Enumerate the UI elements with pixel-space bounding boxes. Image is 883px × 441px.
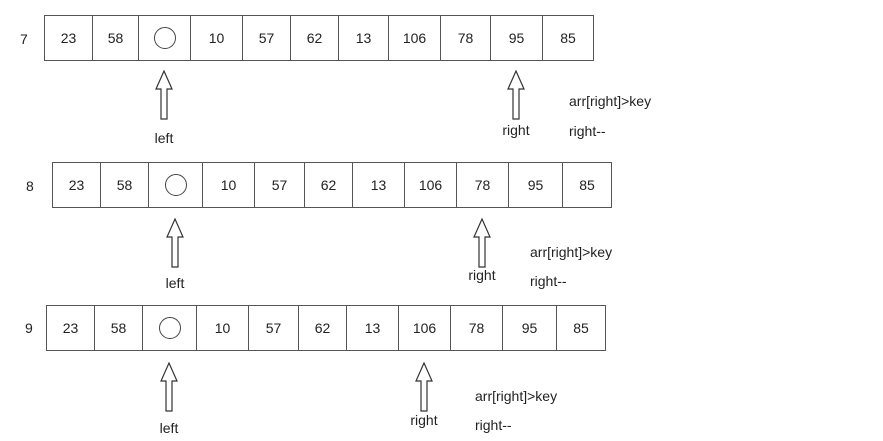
array-cell: 85 xyxy=(560,30,576,46)
action-note: right-- xyxy=(475,417,512,433)
array-cell: 85 xyxy=(579,177,595,193)
array-cell: 23 xyxy=(53,163,101,207)
array-cell: 23 xyxy=(45,16,93,60)
hole-circle-icon xyxy=(158,317,181,339)
array-cell: 13 xyxy=(347,306,399,350)
step-number: 9 xyxy=(25,320,33,336)
array-cell: 57 xyxy=(255,163,305,207)
array-cell: 62 xyxy=(299,306,347,350)
action-note: right-- xyxy=(569,123,606,139)
action-note: right-- xyxy=(530,273,567,289)
array-cell: 62 xyxy=(291,16,339,60)
right-pointer-arrow-icon xyxy=(415,362,433,412)
right-pointer-label: right xyxy=(468,267,496,283)
condition-note: arr[right]>key xyxy=(475,388,558,404)
array-cell: 57 xyxy=(243,16,291,60)
right-pointer-arrow-icon xyxy=(473,218,491,268)
array-cell: 58 xyxy=(95,306,143,350)
array-cell: 106 xyxy=(389,16,441,60)
left-pointer-arrow-icon xyxy=(155,70,173,120)
array-cell-hole xyxy=(143,306,197,350)
array-cell: 10 xyxy=(197,306,249,350)
array-cell-hole xyxy=(139,16,191,60)
array-cell: 10 xyxy=(191,16,243,60)
left-pointer-label: left xyxy=(165,275,185,291)
array-cell: 95 xyxy=(491,16,543,60)
array-cell: 95 xyxy=(503,306,557,350)
array-cell: 57 xyxy=(249,306,299,350)
array-cell: 78 xyxy=(441,16,491,60)
condition-note: arr[right]>key xyxy=(530,244,613,260)
array-cell: 85 xyxy=(573,320,589,336)
array-cell: 23 xyxy=(47,306,95,350)
left-pointer-arrow-icon xyxy=(166,218,184,268)
left-pointer-label: left xyxy=(154,130,174,146)
array-cell: 13 xyxy=(339,16,389,60)
hole-circle-icon xyxy=(153,27,176,49)
array-cell: 13 xyxy=(353,163,405,207)
right-pointer-label: right xyxy=(410,412,438,428)
array-cell: 62 xyxy=(305,163,353,207)
array-cell: 95 xyxy=(509,163,563,207)
step-number: 8 xyxy=(26,178,34,194)
array-cell: 78 xyxy=(457,163,509,207)
condition-note: arr[right]>key xyxy=(569,93,652,109)
array-row: 23 58 10 57 62 13 106 78 95 85 xyxy=(44,15,594,61)
array-cell: 58 xyxy=(101,163,149,207)
array-cell: 78 xyxy=(451,306,503,350)
left-pointer-arrow-icon xyxy=(160,362,178,412)
step-number: 7 xyxy=(20,31,28,47)
hole-circle-icon xyxy=(164,174,187,196)
left-pointer-label: left xyxy=(159,420,179,436)
right-pointer-label: right xyxy=(502,122,530,138)
array-row: 23 58 10 57 62 13 106 78 95 85 xyxy=(52,162,612,208)
array-cell: 106 xyxy=(405,163,457,207)
array-cell: 106 xyxy=(399,306,451,350)
array-row: 23 58 10 57 62 13 106 78 95 85 xyxy=(46,305,606,351)
array-cell: 58 xyxy=(93,16,139,60)
array-cell: 10 xyxy=(203,163,255,207)
array-cell-hole xyxy=(149,163,203,207)
right-pointer-arrow-icon xyxy=(507,70,525,120)
